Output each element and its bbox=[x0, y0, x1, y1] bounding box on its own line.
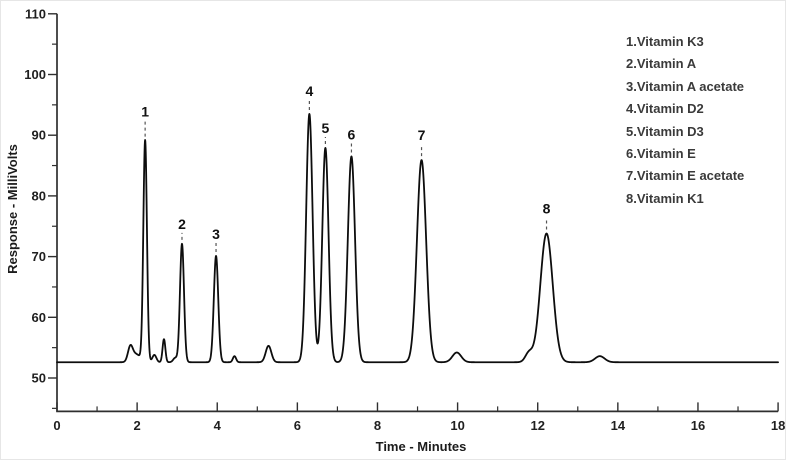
legend-item-7: 7.Vitamin E acetate bbox=[626, 168, 745, 184]
legend-item-3: 3.Vitamin A acetate bbox=[626, 78, 745, 94]
x-tick-label: 2 bbox=[134, 418, 141, 433]
y-tick-label: 90 bbox=[32, 128, 46, 143]
peak-legend: 1.Vitamin K3 2.Vitamin A 3.Vitamin A aceta… bbox=[626, 31, 744, 210]
y-tick-label: 60 bbox=[32, 310, 46, 325]
axis-ticks bbox=[48, 13, 779, 412]
peak-7-label: 7 bbox=[418, 127, 426, 143]
peak-labels: 1 2 3 4 5 6 7 8 bbox=[141, 83, 551, 252]
peak-4-label: 4 bbox=[305, 83, 313, 99]
x-tick-label: 14 bbox=[611, 418, 626, 433]
y-tick-label: 50 bbox=[32, 371, 46, 386]
peak-5-label: 5 bbox=[322, 120, 330, 136]
y-tick-label: 110 bbox=[25, 6, 46, 21]
peak-1-label: 1 bbox=[141, 104, 149, 120]
legend-item-8: 8.Vitamin K1 bbox=[626, 190, 704, 206]
x-tick-label: 4 bbox=[214, 418, 222, 433]
x-axis-title: Time - Minutes bbox=[375, 439, 467, 454]
legend-item-6: 6.Vitamin E bbox=[626, 146, 696, 162]
y-tick-label: 80 bbox=[32, 188, 46, 203]
x-tick-label: 10 bbox=[450, 418, 464, 433]
axes bbox=[56, 13, 779, 413]
x-tick-label: 0 bbox=[53, 418, 60, 433]
chromatogram-trace bbox=[56, 113, 779, 364]
x-tick-label: 6 bbox=[294, 418, 301, 433]
peak-2-label: 2 bbox=[178, 216, 186, 232]
x-tick-label: 8 bbox=[374, 418, 381, 433]
y-axis-title: Response - MilliVolts bbox=[5, 144, 20, 274]
legend-item-2: 2.Vitamin A bbox=[626, 56, 697, 72]
peak-6-label: 6 bbox=[348, 126, 356, 142]
legend-item-1: 1.Vitamin K3 bbox=[626, 34, 704, 49]
trace-line bbox=[56, 113, 779, 364]
x-tick-label: 12 bbox=[530, 418, 544, 433]
peak-8-label: 8 bbox=[543, 201, 551, 217]
peak-3-label: 3 bbox=[212, 226, 220, 242]
x-tick-label: 18 bbox=[771, 418, 785, 433]
y-tick-label: 100 bbox=[24, 67, 46, 82]
legend-item-4: 4.Vitamin D2 bbox=[626, 101, 704, 117]
x-tick-label: 16 bbox=[691, 418, 705, 433]
axis-lines bbox=[56, 13, 779, 413]
y-tick-label: 70 bbox=[32, 249, 46, 264]
legend-item-5: 5.Vitamin D3 bbox=[626, 123, 704, 139]
